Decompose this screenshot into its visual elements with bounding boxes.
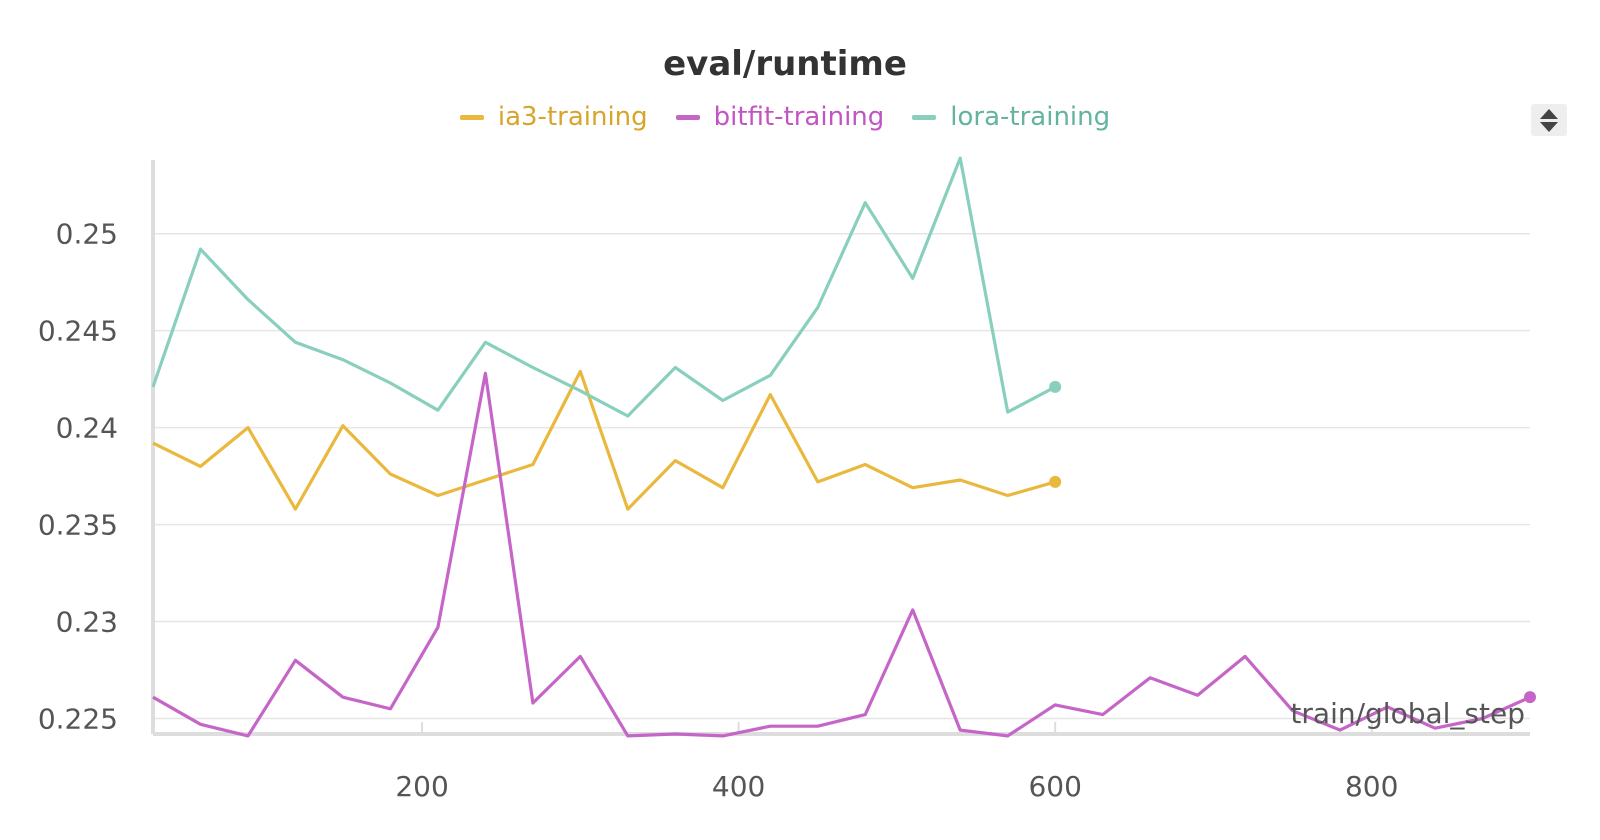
y-tick-label: 0.25 [56,218,118,251]
series-end-point-bitfit-training [1524,691,1536,704]
caret-up-icon [1540,108,1558,119]
series-line-bitfit-training [152,371,1531,738]
series-ia3-training [152,369,1062,511]
series-end-point-lora-training [1049,380,1062,393]
legend-sort-control[interactable] [1531,104,1567,136]
legend-label-ia3: ia3-training [497,102,648,132]
legend-label-lora: lora-training [950,102,1111,132]
x-tick-label: 400 [712,770,765,803]
x-tick-label: 200 [395,770,448,803]
y-tick-label: 0.23 [56,606,118,639]
legend-swatch-bitfit [675,114,700,120]
x-tick-label: 600 [1028,770,1081,803]
chart-title: eval/runtime [663,44,907,84]
series-end-point-ia3-training [1049,475,1062,488]
legend: ia3-training bitfit-training lora-traini… [0,102,1570,132]
legend-item-lora-training[interactable]: lora-training [912,102,1110,132]
series-lora-training [151,156,1062,418]
legend-swatch-ia3 [459,114,484,120]
caret-down-icon [1540,121,1558,132]
series-bitfit-training [152,371,1536,738]
legend-swatch-lora [912,114,937,120]
legend-item-ia3-training[interactable]: ia3-training [459,102,648,132]
series-line-lora-training [151,156,1056,418]
legend-item-bitfit-training[interactable]: bitfit-training [675,102,885,132]
y-tick-label: 0.225 [38,702,118,735]
y-tick-label: 0.235 [38,509,118,542]
y-tick-label: 0.24 [56,412,118,445]
legend-label-bitfit: bitfit-training [713,102,885,132]
x-axis-label: train/global_step [1290,697,1525,730]
series-line-ia3-training [152,369,1056,511]
y-tick-label: 0.245 [38,315,118,348]
x-tick-label: 800 [1345,770,1398,803]
